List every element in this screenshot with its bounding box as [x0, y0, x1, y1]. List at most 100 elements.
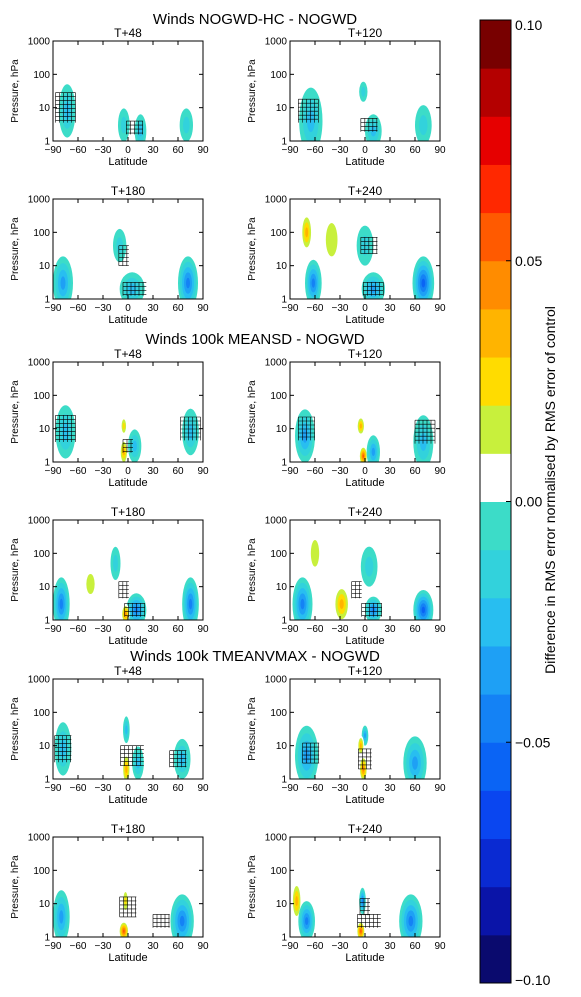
y-tick-label: 1 [44, 295, 50, 306]
x-tick-label: 30 [147, 624, 159, 635]
panel-5: −90 −60 −30 0 30 60 90 1 10 100 1000 T+48 Latitude Pr… [10, 347, 209, 489]
contour-fill [120, 116, 127, 134]
x-tick-label: 0 [362, 466, 368, 477]
contour-fill [419, 115, 428, 136]
y-tick-label: 100 [33, 228, 50, 239]
x-tick-label: −30 [95, 624, 112, 635]
x-tick-label: −30 [95, 145, 112, 156]
contour-fill [306, 109, 315, 133]
x-tick-label: 90 [197, 466, 209, 477]
x-tick-label: 60 [409, 466, 421, 477]
panel-2: −90 −60 −30 0 30 60 90 1 10 100 1000 T+120 Latitude P… [247, 26, 446, 168]
x-tick-label: 90 [434, 145, 446, 156]
x-tick-label: 60 [409, 145, 421, 156]
y-tick-label: 1000 [265, 358, 288, 369]
y-axis-label: Pressure, hPa [247, 217, 258, 281]
y-tick-label: 100 [270, 866, 287, 877]
x-tick-label: −60 [70, 624, 87, 635]
y-tick-label: 1000 [28, 675, 51, 686]
x-tick-label: −60 [70, 303, 87, 314]
x-tick-label: 60 [409, 624, 421, 635]
colorbar-segment [480, 453, 511, 502]
y-tick-label: 100 [270, 228, 287, 239]
contour-fill [320, 837, 344, 887]
significance-hatching [120, 745, 144, 767]
colorbar-segment [480, 645, 511, 695]
x-tick-label: −90 [282, 303, 299, 314]
x-tick-label: 30 [147, 783, 159, 794]
x-tick-label: −60 [307, 783, 324, 794]
y-axis-label: Pressure, hPa [247, 380, 258, 444]
significance-hatching [180, 416, 201, 441]
plot-area [298, 81, 432, 141]
y-tick-label: 10 [276, 261, 288, 272]
y-tick-label: 10 [276, 103, 288, 114]
colorbar-segment [480, 790, 511, 840]
x-tick-label: 60 [172, 466, 184, 477]
x-tick-label: 60 [172, 624, 184, 635]
colorbar-segment [480, 597, 511, 647]
colorbar-segment [480, 357, 511, 406]
x-tick-label: −30 [95, 466, 112, 477]
contour-fill [371, 607, 375, 613]
x-tick-label: −30 [95, 783, 112, 794]
significance-hatching [363, 281, 384, 296]
contour-fill [370, 284, 377, 294]
y-tick-label: 100 [33, 70, 50, 81]
plot-area [295, 725, 427, 779]
plot-area [291, 837, 425, 937]
colorbar-tick-label: 0.00 [515, 494, 542, 510]
x-tick-label: −60 [307, 624, 324, 635]
contour-fill [198, 837, 203, 867]
significance-hatching [351, 581, 362, 599]
y-tick-label: 1 [281, 295, 287, 306]
significance-hatching [122, 281, 147, 296]
y-tick-label: 10 [39, 899, 51, 910]
colorbar-segment [480, 212, 511, 262]
contour-fill [421, 606, 425, 614]
significance-hatching [360, 118, 378, 132]
significance-hatching [169, 750, 187, 768]
y-tick-label: 1 [44, 137, 50, 148]
colorbar-segment [480, 308, 511, 358]
x-tick-label: −90 [45, 145, 62, 156]
contour-fill [60, 740, 66, 758]
x-axis-label: Latitude [345, 477, 384, 489]
y-tick-label: 1 [281, 775, 287, 786]
panel-4: −90 −60 −30 0 30 60 90 1 10 100 1000 T+240 Latitude P… [247, 184, 446, 326]
x-tick-label: 60 [172, 145, 184, 156]
x-tick-label: −30 [332, 466, 349, 477]
contour-fill [408, 915, 414, 927]
panel-11: −90 −60 −30 0 30 60 90 1 10 100 1000 T+180 Latitude P… [10, 822, 209, 964]
plot-area [292, 526, 434, 620]
y-tick-label: 1 [44, 933, 50, 944]
y-tick-label: 1000 [265, 833, 288, 844]
contour-fill [361, 898, 364, 904]
colorbar-tick-label: 0.05 [515, 253, 542, 269]
x-tick-label: 30 [384, 145, 396, 156]
x-tick-label: 90 [434, 941, 446, 952]
x-tick-label: 0 [362, 624, 368, 635]
y-tick-label: 1000 [28, 195, 51, 206]
x-tick-label: −60 [307, 145, 324, 156]
panel-9: −90 −60 −30 0 30 60 90 1 10 100 1000 T+48 Latitude Pr… [10, 664, 209, 806]
plot-area [53, 228, 198, 299]
y-tick-label: 10 [39, 741, 51, 752]
x-tick-label: 90 [197, 303, 209, 314]
y-tick-label: 1 [281, 458, 287, 469]
x-tick-label: −30 [332, 145, 349, 156]
x-tick-label: 0 [125, 624, 131, 635]
contour-fill [183, 116, 190, 134]
plot-area [55, 84, 193, 141]
colorbar-segment [480, 405, 511, 454]
panel-10: −90 −60 −30 0 30 60 90 1 10 100 1000 T+120 Latitude P… [247, 664, 446, 806]
group-title-2: Winds 100k MEANSD - NOGWD [145, 331, 364, 348]
x-axis-label: Latitude [108, 635, 147, 647]
x-tick-label: 60 [409, 303, 421, 314]
contour-fill [134, 606, 139, 614]
x-tick-label: 60 [409, 783, 421, 794]
y-tick-label: 1 [281, 616, 287, 627]
colorbar-tick-label: −0.05 [515, 734, 551, 750]
panel-title: T+240 [348, 822, 383, 836]
